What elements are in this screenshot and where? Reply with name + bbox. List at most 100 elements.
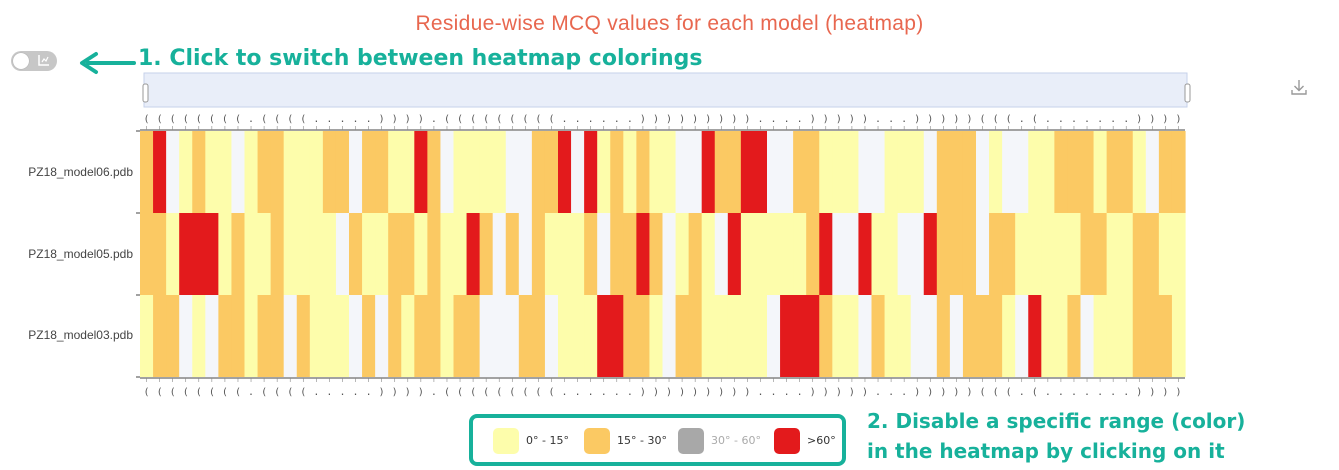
heatmap-chart[interactable]: ((((((((((((((((.. ((((((((..........))))… <box>0 0 1339 410</box>
heatmap-cell <box>153 295 167 377</box>
heatmap-cell <box>518 295 533 377</box>
legend: 0° - 15° 15° - 30° 30° - 60° >60° <box>469 414 846 466</box>
heatmap-cell <box>192 295 206 377</box>
heatmap-cell <box>1132 213 1147 295</box>
heatmap-cell <box>1041 295 1055 377</box>
heatmap-cell <box>257 131 272 213</box>
heatmap-cell <box>401 295 415 377</box>
x-tick-label-top: . <box>1071 114 1077 125</box>
heatmap-cell <box>767 131 781 213</box>
x-tick-label-bottom: ( <box>209 387 215 398</box>
legend-swatch <box>774 428 800 454</box>
heatmap-cell <box>753 131 768 213</box>
heatmap-cell <box>688 213 703 295</box>
annotation-step2-line1: 2. Disable a specific range (color) <box>867 409 1246 433</box>
heatmap-cell <box>793 213 807 295</box>
heatmap-cell <box>1158 131 1173 213</box>
heatmap-cell <box>231 295 246 377</box>
heatmap-cell <box>727 295 742 377</box>
heatmap-cell <box>140 213 154 295</box>
heatmap-cell <box>205 213 219 295</box>
heatmap-cell <box>989 213 1003 295</box>
heatmap-cell <box>571 131 585 213</box>
heatmap-cell <box>153 131 167 213</box>
heatmap-cell <box>936 213 951 295</box>
download-icon[interactable] <box>1290 78 1308 96</box>
x-tick-label-top: ) <box>418 114 424 125</box>
heatmap-cell <box>505 131 520 213</box>
coloring-toggle[interactable] <box>11 51 57 71</box>
heatmap-cell <box>205 131 219 213</box>
x-tick-label-top: ( <box>993 114 999 125</box>
x-tick-label-bottom: ) <box>1162 387 1168 398</box>
x-tick-label-top: ( <box>522 114 528 125</box>
x-tick-label-bottom: ) <box>849 387 855 398</box>
range-slider-handle-right <box>1184 83 1191 103</box>
x-tick-label-bottom: . <box>1084 387 1090 398</box>
range-slider <box>143 72 1188 108</box>
x-tick-label-bottom: ( <box>144 387 150 398</box>
heatmap-cell <box>335 131 350 213</box>
x-tick-label-bottom: ) <box>1136 387 1142 398</box>
heatmap-cell <box>989 131 1003 213</box>
heatmap-cell <box>1106 213 1121 295</box>
heatmap-cell <box>662 295 677 377</box>
x-tick-label-bottom: . <box>562 387 568 398</box>
heatmap-cell <box>727 213 742 295</box>
heatmap-cell <box>479 295 494 377</box>
heatmap-cell <box>976 213 990 295</box>
heatmap-cell <box>910 213 925 295</box>
x-tick-label-top: . <box>1097 114 1103 125</box>
heatmap-cell <box>1015 131 1029 213</box>
annotation-step2: 2. Disable a specific range (color) in t… <box>867 406 1245 466</box>
x-tick-label-bottom: ( <box>1032 387 1038 398</box>
heatmap-cell <box>884 131 899 213</box>
heatmap-cell <box>283 295 298 377</box>
x-tick-label-top: ( <box>235 114 241 125</box>
heatmap-cell <box>453 131 468 213</box>
x-tick-label-bottom: ( <box>170 387 176 398</box>
heatmap-cell <box>1080 213 1095 295</box>
x-tick-label-top: ( <box>183 114 189 125</box>
x-tick-label-bottom: . <box>575 387 581 398</box>
heatmap-cell <box>244 295 259 377</box>
x-tick-label-bottom: ) <box>823 387 829 398</box>
heatmap-cell <box>636 295 651 377</box>
x-tick-label-bottom: ) <box>379 387 385 398</box>
legend-label: 0° - 15° <box>526 434 569 447</box>
x-tick-label-bottom: ) <box>392 387 398 398</box>
annotation-step1: 1. Click to switch between heatmap color… <box>138 46 703 71</box>
x-tick-label-bottom: ( <box>496 387 502 398</box>
x-tick-label-top: . <box>313 114 319 125</box>
heatmap-cell <box>414 213 428 295</box>
x-tick-label-top: . <box>1110 114 1116 125</box>
heatmap-cell <box>688 131 703 213</box>
x-tick-label-bottom: ( <box>157 387 163 398</box>
heatmap-cell <box>832 131 846 213</box>
heatmap-cell <box>283 213 298 295</box>
heatmap-cell <box>923 295 938 377</box>
heatmap-cell <box>675 295 690 377</box>
heatmap-cell <box>753 213 768 295</box>
heatmap-cell <box>440 213 455 295</box>
heatmap-cell <box>505 213 520 295</box>
heatmap-cell <box>388 131 402 213</box>
heatmap-cell <box>597 131 611 213</box>
heatmap-cell <box>205 295 219 377</box>
heatmap-cell <box>949 295 964 377</box>
x-tick-label-top: . <box>601 114 607 125</box>
x-tick-label-bottom: . <box>339 387 345 398</box>
heatmap-cell <box>492 213 507 295</box>
heatmap-cell <box>636 131 651 213</box>
x-tick-label-bottom: . <box>1058 387 1064 398</box>
heatmap-cell <box>192 213 206 295</box>
legend-swatch <box>493 428 519 454</box>
x-tick-label-bottom: ( <box>261 387 267 398</box>
heatmap-cell <box>1028 213 1042 295</box>
heatmap-cell <box>1080 131 1095 213</box>
heatmap-cell <box>479 131 494 213</box>
x-tick-label-top: ) <box>405 114 411 125</box>
heatmap-cell <box>283 131 298 213</box>
heatmap-cell <box>414 295 428 377</box>
heatmap-cell <box>296 131 311 213</box>
